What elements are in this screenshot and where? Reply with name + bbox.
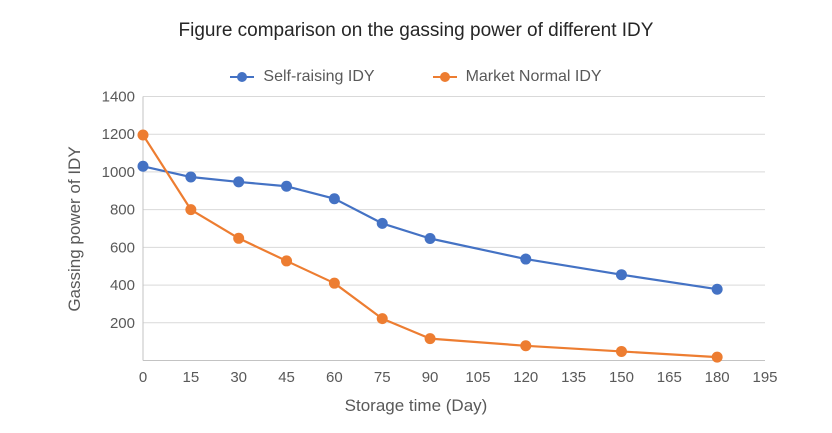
data-point-marker-series-1 — [137, 129, 149, 141]
x-tick-label: 165 — [657, 369, 682, 386]
line-with-dot-marker-icon — [432, 71, 457, 83]
y-tick-label: 400 — [110, 277, 135, 294]
x-tick-label: 195 — [752, 369, 777, 386]
x-tick-label: 120 — [513, 369, 538, 386]
data-point-marker-series-0 — [281, 180, 293, 192]
x-tick-label: 90 — [422, 369, 439, 386]
x-axis-title: Storage time (Day) — [344, 396, 488, 415]
data-point-marker-series-1 — [711, 351, 723, 363]
x-tick-label: 150 — [609, 369, 634, 386]
x-tick-label: 0 — [139, 369, 147, 386]
data-point-marker-series-0 — [328, 193, 340, 205]
y-tick-label: 1400 — [102, 89, 135, 106]
x-tick-label: 180 — [705, 369, 730, 386]
x-tick-label: 135 — [561, 369, 586, 386]
data-point-marker-series-0 — [424, 232, 436, 244]
line-with-dot-marker-icon — [230, 71, 255, 83]
data-point-marker-series-1 — [328, 277, 340, 289]
series-line-1 — [142, 134, 718, 359]
y-tick-label: 600 — [110, 239, 135, 256]
chart-title: Figure comparison on the gassing power o… — [178, 20, 654, 41]
y-tick-label: 800 — [110, 202, 135, 219]
x-tick-label: 30 — [230, 369, 247, 386]
x-tick-label: 105 — [465, 369, 490, 386]
data-point-marker-series-1 — [424, 333, 436, 345]
data-point-marker-series-1 — [376, 313, 388, 325]
x-tick-label: 45 — [278, 369, 295, 386]
data-point-marker-series-0 — [615, 269, 627, 281]
x-tick-label: 15 — [183, 369, 200, 386]
data-point-marker-series-0 — [520, 253, 532, 265]
legend-label-self-raising-idy: Self-raising IDY — [263, 68, 375, 85]
data-point-marker-series-1 — [233, 232, 245, 244]
x-tick-label: 60 — [326, 369, 343, 386]
data-point-marker-series-0 — [185, 171, 197, 183]
data-point-marker-series-1 — [281, 255, 293, 267]
x-tick-label: 75 — [374, 369, 391, 386]
data-point-marker-series-1 — [185, 204, 197, 216]
data-point-marker-series-0 — [376, 217, 388, 229]
legend-item-self-raising-idy: Self-raising IDY — [230, 68, 375, 86]
data-point-marker-series-0 — [711, 283, 723, 295]
y-tick-label: 1200 — [102, 126, 135, 143]
data-point-marker-series-1 — [520, 340, 532, 352]
legend: Self-raising IDY Market Normal IDY — [0, 65, 832, 89]
data-point-marker-series-1 — [615, 345, 627, 357]
y-tick-label: 200 — [110, 315, 135, 332]
series-line-0 — [142, 165, 718, 291]
data-point-marker-series-0 — [137, 160, 149, 172]
legend-label-market-normal-idy: Market Normal IDY — [465, 68, 602, 85]
data-point-marker-series-0 — [233, 176, 245, 188]
legend-item-market-normal-idy: Market Normal IDY — [432, 68, 602, 86]
y-tick-label: 1000 — [102, 164, 135, 181]
